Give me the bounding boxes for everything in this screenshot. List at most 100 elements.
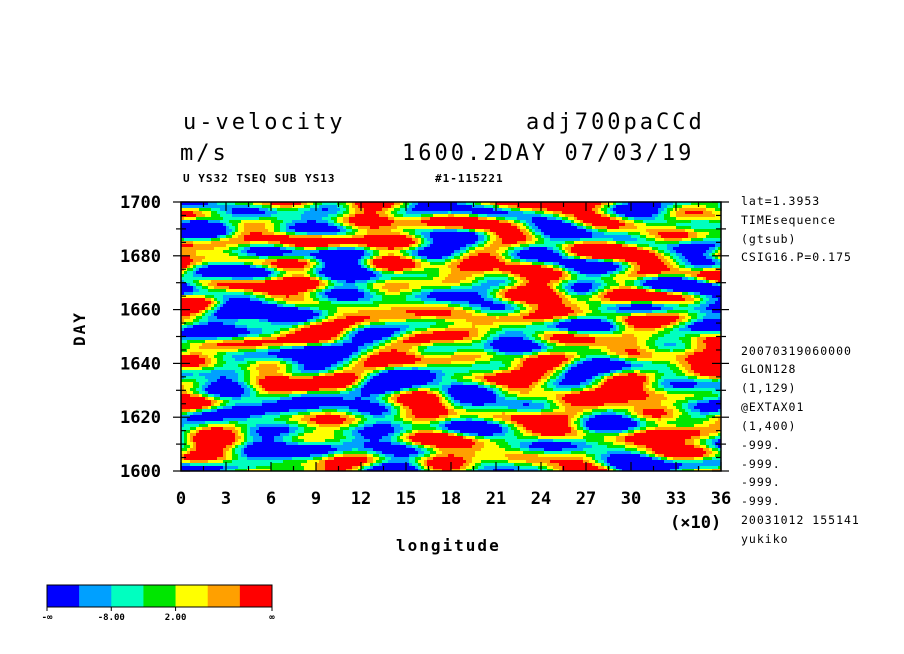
heatmap-cell: [553, 265, 557, 269]
heatmap-cell: [298, 274, 302, 278]
heatmap-cell: [691, 265, 695, 269]
heatmap-cell: [718, 247, 721, 251]
heatmap-cell: [493, 265, 497, 269]
heatmap-cell: [181, 235, 185, 239]
heatmap-cell: [598, 211, 602, 215]
heatmap-cell: [688, 223, 692, 227]
heatmap-cell: [328, 220, 332, 224]
heatmap-cell: [292, 211, 296, 215]
heatmap-cell: [544, 253, 548, 257]
heatmap-cell: [598, 229, 602, 233]
heatmap-cell: [448, 229, 452, 233]
heatmap-cell: [292, 265, 296, 269]
heatmap-cell: [619, 280, 623, 284]
heatmap-cell: [613, 277, 617, 281]
heatmap-cell: [376, 226, 380, 230]
heatmap-cell: [484, 241, 488, 245]
heatmap-cell: [559, 265, 563, 269]
heatmap-cell: [310, 208, 314, 212]
heatmap-cell: [661, 202, 665, 206]
heatmap-cell: [661, 208, 665, 212]
heatmap-cell: [709, 253, 713, 257]
heatmap-cell: [262, 211, 266, 215]
heatmap-cell: [556, 268, 560, 272]
heatmap-cell: [694, 235, 698, 239]
heatmap-cell: [517, 235, 521, 239]
heatmap-cell: [334, 220, 338, 224]
heatmap-cell: [592, 238, 596, 242]
heatmap-cell: [466, 253, 470, 257]
heatmap-cell: [232, 223, 236, 227]
heatmap-cell: [463, 211, 467, 215]
heatmap-cell: [427, 247, 431, 251]
heatmap-cell: [529, 250, 533, 254]
heatmap-cell: [574, 265, 578, 269]
heatmap-cell: [424, 244, 428, 248]
heatmap-cell: [694, 214, 698, 218]
heatmap-cell: [370, 280, 374, 284]
heatmap-cell: [484, 238, 488, 242]
heatmap-cell: [337, 262, 341, 266]
heatmap-cell: [496, 259, 500, 263]
heatmap-cell: [304, 238, 308, 242]
heatmap-cell: [187, 229, 191, 233]
heatmap-cell: [421, 208, 425, 212]
heatmap-cell: [340, 214, 344, 218]
heatmap-cell: [313, 259, 317, 263]
heatmap-cell: [298, 235, 302, 239]
heatmap-cell: [271, 244, 275, 248]
heatmap-cell: [535, 220, 539, 224]
heatmap-cell: [691, 211, 695, 215]
heatmap-cell: [379, 220, 383, 224]
heatmap-cell: [589, 220, 593, 224]
heatmap-cell: [343, 271, 347, 275]
heatmap-cell: [424, 229, 428, 233]
heatmap-cell: [229, 202, 233, 206]
side-info-8: (1,400): [741, 419, 797, 433]
heatmap-cell: [358, 268, 362, 272]
heatmap-cell: [442, 241, 446, 245]
heatmap-cell: [535, 256, 539, 260]
heatmap-cell: [580, 253, 584, 257]
heatmap-cell: [544, 235, 548, 239]
heatmap-cell: [685, 235, 689, 239]
heatmap-cell: [205, 241, 209, 245]
heatmap-cell: [292, 259, 296, 263]
heatmap-cell: [451, 250, 455, 254]
heatmap-cell: [409, 277, 413, 281]
heatmap-cell: [514, 241, 518, 245]
heatmap-cell: [604, 220, 608, 224]
heatmap-cell: [520, 205, 524, 209]
heatmap-cell: [676, 229, 680, 233]
heatmap-cell: [700, 241, 704, 245]
heatmap-cell: [379, 271, 383, 275]
heatmap-cell: [325, 229, 329, 233]
heatmap-cell: [511, 265, 515, 269]
heatmap-cell: [490, 205, 494, 209]
heatmap-cell: [424, 238, 428, 242]
heatmap-cell: [466, 211, 470, 215]
heatmap-cell: [682, 262, 686, 266]
heatmap-cell: [619, 202, 623, 206]
heatmap-cell: [244, 244, 248, 248]
heatmap-cell: [700, 229, 704, 233]
heatmap-cell: [346, 265, 350, 269]
heatmap-cell: [502, 205, 506, 209]
heatmap-cell: [184, 253, 188, 257]
heatmap-cell: [295, 280, 299, 284]
heatmap-cell: [364, 250, 368, 254]
heatmap-cell: [595, 229, 599, 233]
heatmap-cell: [574, 271, 578, 275]
heatmap-cell: [718, 217, 721, 221]
heatmap-cell: [709, 217, 713, 221]
heatmap-cell: [430, 220, 434, 224]
heatmap-cell: [346, 250, 350, 254]
heatmap-cell: [619, 259, 623, 263]
heatmap-cell: [379, 232, 383, 236]
heatmap-cell: [289, 280, 293, 284]
heatmap-cell: [439, 280, 443, 284]
heatmap-cell: [406, 214, 410, 218]
heatmap-cell: [199, 229, 203, 233]
heatmap-cell: [247, 268, 251, 272]
heatmap-cell: [493, 262, 497, 266]
